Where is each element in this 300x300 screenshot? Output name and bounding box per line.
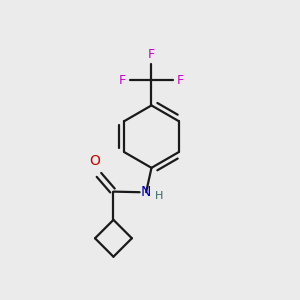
Text: O: O xyxy=(89,154,100,168)
Text: H: H xyxy=(154,191,163,201)
Text: N: N xyxy=(141,185,151,199)
Text: F: F xyxy=(177,74,184,87)
Text: F: F xyxy=(148,48,155,61)
Text: F: F xyxy=(119,74,126,87)
